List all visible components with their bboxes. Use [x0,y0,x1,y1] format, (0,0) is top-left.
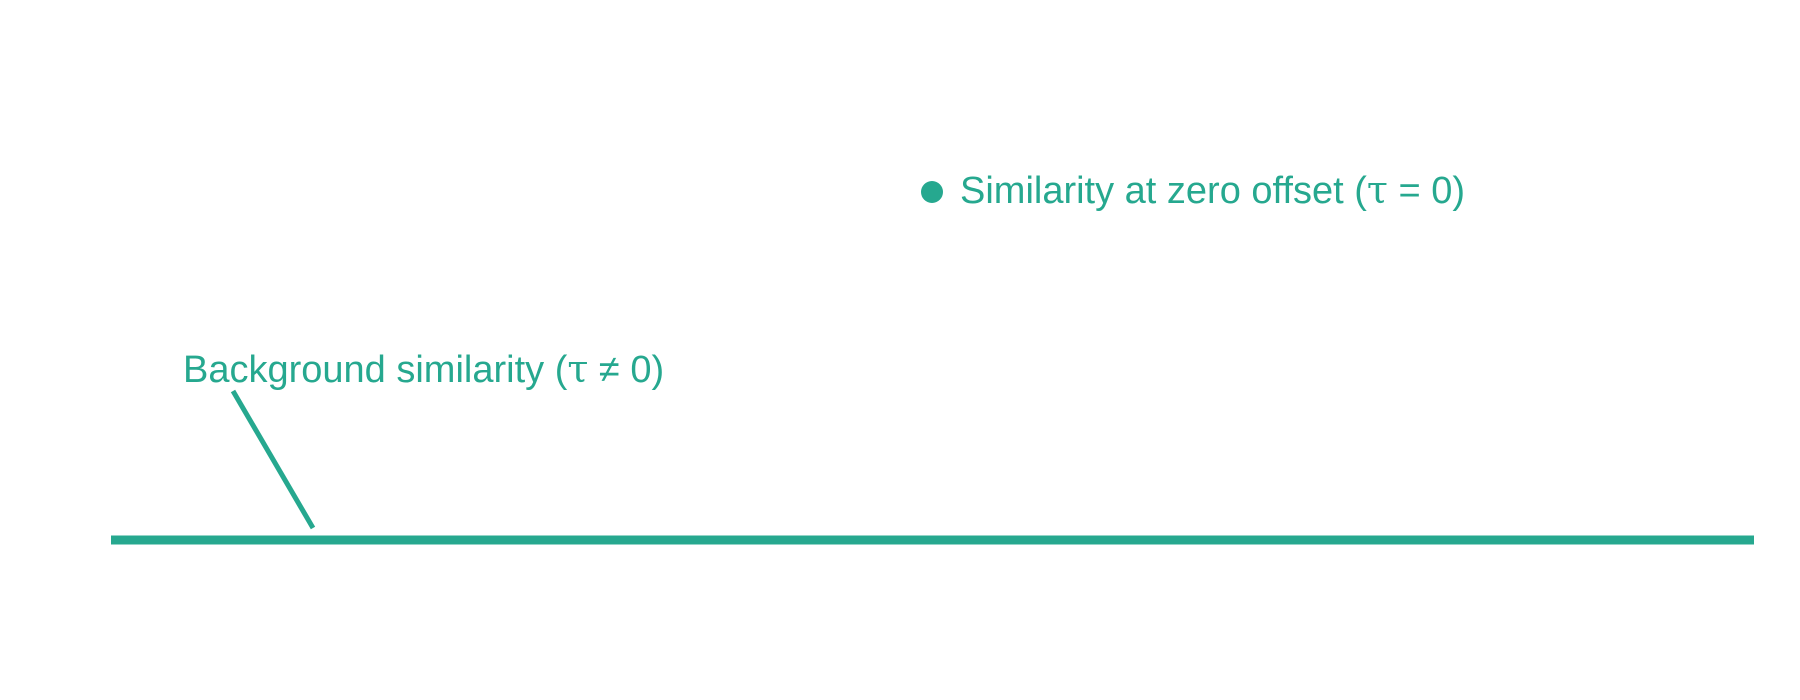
background-label-suffix: ≠ 0) [588,349,665,391]
peak-label-suffix: = 0) [1387,170,1466,212]
peak-label: Similarity at zero offset (τ = 0) [960,171,1465,210]
background-label-prefix: Background similarity ( [183,349,568,391]
peak-label-symbol: τ [1366,168,1388,212]
background-leader-line [230,389,316,530]
peak-label-prefix: Similarity at zero offset ( [960,170,1367,212]
background-label-symbol: τ [567,347,589,391]
background-label: Background similarity (τ ≠ 0) [183,350,664,389]
peak-marker-icon [921,181,943,203]
